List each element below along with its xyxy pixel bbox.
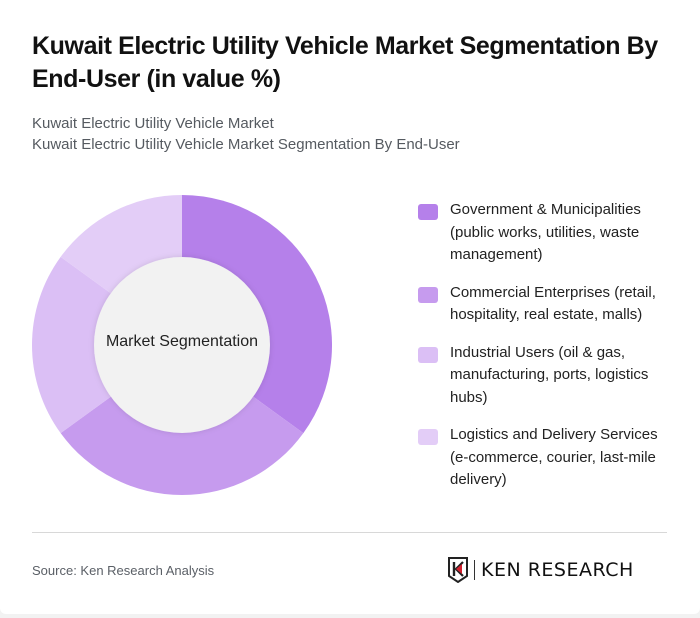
subtitle-market: Kuwait Electric Utility Vehicle Market: [32, 115, 274, 132]
legend-label: Government & Municipalities (public work…: [450, 201, 641, 263]
legend-swatch: [418, 346, 438, 363]
subtitle: Kuwait Electric Utility Vehicle Market K…: [32, 113, 460, 155]
legend-swatch: [418, 204, 438, 220]
legend-swatch: [418, 429, 438, 445]
center-label: Market Segmentation: [105, 333, 259, 350]
legend-swatch: [418, 286, 438, 303]
donut-center: [94, 257, 270, 433]
legend-label: Industrial Users (oil & gas, manufacturi…: [450, 343, 649, 406]
legend-item-commercial: Commercial Enterprises (retail, hospital…: [418, 282, 680, 327]
logo-text: KEN RESEARCH: [481, 559, 634, 581]
source-text: Source: Ken Research Analysis: [32, 563, 215, 578]
legend-label: Logistics and Delivery Services (e-comme…: [450, 426, 658, 488]
legend-item-government: Government & Municipalities (public work…: [418, 199, 680, 267]
ken-research-logo-icon: [448, 557, 468, 583]
legend: Government & Municipalities (public work…: [418, 199, 680, 507]
legend-label: Commercial Enterprises (retail, hospital…: [450, 283, 656, 324]
donut-chart: [32, 195, 332, 495]
page-title: Kuwait Electric Utility Vehicle Market S…: [32, 32, 658, 93]
footer-divider: [32, 532, 667, 533]
legend-item-industrial: Industrial Users (oil & gas, manufacturi…: [418, 342, 680, 410]
subtitle-segmentation: Kuwait Electric Utility Vehicle Market S…: [32, 136, 460, 153]
ken-research-logo: KEN RESEARCH: [447, 555, 669, 585]
logo-separator: [474, 560, 475, 580]
legend-item-logistics: Logistics and Delivery Services (e-comme…: [418, 424, 680, 492]
